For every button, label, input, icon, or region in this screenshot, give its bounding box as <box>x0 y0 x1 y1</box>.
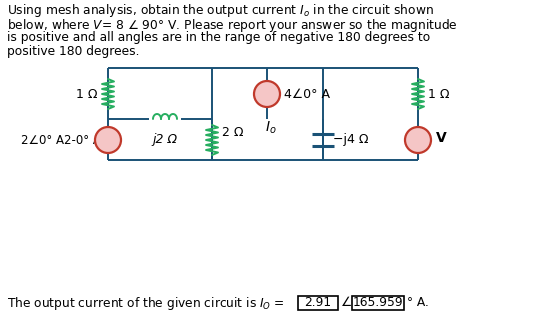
Text: j2 Ω: j2 Ω <box>153 133 177 146</box>
Text: −j4 Ω: −j4 Ω <box>333 133 369 147</box>
Text: 2∠0° A: 2∠0° A <box>21 133 64 147</box>
Text: The output current of the given circuit is $I_O$ =: The output current of the given circuit … <box>7 294 285 311</box>
Text: Using mesh analysis, obtain the output current $I_o$ in the circuit shown: Using mesh analysis, obtain the output c… <box>7 2 434 19</box>
Text: 2 Ω: 2 Ω <box>222 125 244 139</box>
Circle shape <box>254 81 280 107</box>
Text: 1 Ω: 1 Ω <box>428 87 450 100</box>
Text: 2.91: 2.91 <box>305 297 331 309</box>
FancyBboxPatch shape <box>352 296 404 310</box>
Text: ° A.: ° A. <box>407 297 429 309</box>
Circle shape <box>405 127 431 153</box>
Text: below, where $V$= 8 ∠ 90° V. Please report your answer so the magnitude: below, where $V$= 8 ∠ 90° V. Please repo… <box>7 17 458 34</box>
Text: 4∠0° A: 4∠0° A <box>284 87 330 100</box>
Text: $I_o$: $I_o$ <box>265 120 277 136</box>
FancyBboxPatch shape <box>298 296 338 310</box>
Text: 165.959: 165.959 <box>353 297 403 309</box>
Circle shape <box>95 127 121 153</box>
Text: ∠: ∠ <box>341 297 353 309</box>
Text: is positive and all angles are in the range of negative 180 degrees to: is positive and all angles are in the ra… <box>7 31 430 44</box>
Text: 1 Ω: 1 Ω <box>77 87 98 100</box>
Text: 2‐0° A: 2‐0° A <box>64 133 101 147</box>
Text: V: V <box>436 131 447 145</box>
Text: positive 180 degrees.: positive 180 degrees. <box>7 45 140 59</box>
